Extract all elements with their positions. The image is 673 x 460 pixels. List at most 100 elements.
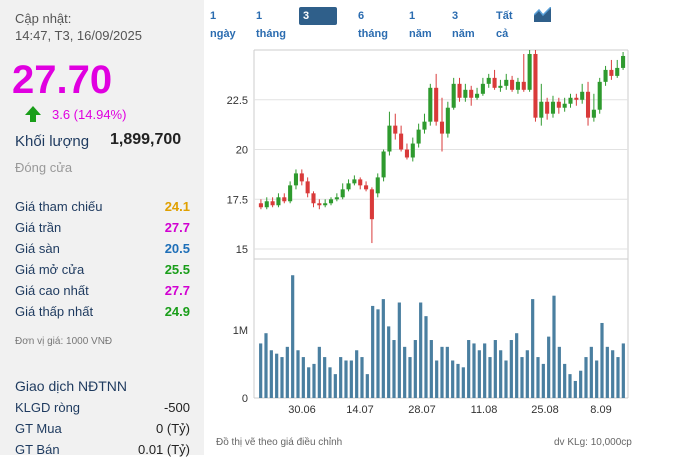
candle-body [550,101,556,114]
x-tick-label: 8.09 [590,404,611,416]
quote-panel: Cập nhật: 14:47, T3, 16/09/2025 27.70 3.… [0,0,204,457]
x-tick-label: 11.08 [471,404,498,416]
area-chart-icon[interactable] [534,7,551,22]
volume-bar [355,350,359,398]
stock-chart[interactable]: 15 17.5 20 22.5 0 1M 30.06 14.07 28.07 11.08 25.08… [204,30,673,430]
candle-body [556,101,561,108]
foreign-label: GT Mua [15,421,62,436]
candle-body [562,103,567,108]
candle-body [492,77,497,88]
volume-bar [595,360,599,398]
stat-label: Giá thấp nhất [15,304,94,319]
candle-body [463,89,468,98]
updated-time: 14:47, T3, 16/09/2025 [15,28,142,43]
volume-bar [333,374,337,398]
volume-bar [365,374,369,398]
candle-body [317,203,322,206]
volume-unit-note: dv KLg: 10,000cp [554,437,632,448]
volume-bar [520,357,524,398]
volume-bar [296,350,300,398]
candle-body [439,121,445,134]
arrow-up-icon [25,106,41,122]
tab-Tất-cả[interactable]: Tất cả [496,10,513,40]
volume-bar [552,295,556,398]
volume-bar [312,363,316,398]
stat-label: Giá sàn [15,241,60,256]
tab-1-ngày[interactable]: 1 ngày [210,10,236,40]
current-price: 27.70 [12,58,113,102]
volume-bar [573,380,577,398]
volume-bar [547,336,551,398]
volume-bar [445,346,449,398]
candle-body [580,91,585,100]
candle-body [293,173,299,186]
candle-body [510,79,515,90]
candle-body [358,179,363,186]
volume-bar [429,340,433,398]
stat-row: Giá tham chiếu 24.1 [15,199,190,217]
stat-value: 24.9 [164,304,190,319]
volume-bar [579,370,583,398]
candle-body [597,81,602,110]
candle-body [422,121,427,130]
candle-body [527,53,532,90]
volume-bar [301,357,305,398]
candle-body [334,197,339,200]
tab-3-năm[interactable]: 3 năm [452,10,475,40]
volume-bar [307,367,311,398]
tab-1-tháng[interactable]: 1 tháng [256,10,286,40]
stat-value: 27.7 [164,283,190,298]
tab-1-năm[interactable]: 1 năm [409,10,432,40]
candle-body [621,55,626,68]
candle-body [258,203,263,208]
volume-bar [451,360,455,398]
volume-bar [504,360,508,398]
tab-6-tháng[interactable]: 6 tháng [358,10,388,40]
foreign-label: GT Bán [15,442,60,457]
stat-row: Giá sàn 20.5 [15,241,190,259]
candle-body [369,189,374,220]
candle-body [475,93,480,98]
volume-bar [611,350,615,398]
volume-tick-label: 0 [242,393,248,405]
volume-bar [541,363,545,398]
volume-bar [280,357,284,398]
candle-body [591,109,596,118]
volume-bar [563,363,567,398]
volume-tick-label: 1M [233,325,248,337]
tab-3-tháng[interactable]: 3 tháng [299,7,337,40]
x-tick-label: 28.07 [408,404,436,416]
volume-bar [317,346,321,398]
candle-body [545,101,550,114]
volume-bar [408,357,412,398]
volume-bar [376,309,380,398]
volume-bar [536,357,540,398]
volume-bar [323,357,327,398]
unit-note: Đơn vị giá: 1000 VNĐ [15,336,113,347]
price-change: 3.6 (14.94%) [52,107,127,122]
candle-body [410,143,415,158]
candle-body [352,179,357,184]
candle-body [399,133,404,150]
volume-bar [392,340,396,398]
volume-bar [472,343,476,398]
volume-bar [557,346,561,398]
candle-body [609,69,614,76]
candle-body [428,87,433,122]
candle-body [299,173,304,182]
price-tick-label: 17.5 [227,194,248,206]
candle-body [603,69,608,82]
candle-body [486,77,491,84]
candle-body [393,125,398,134]
candle-body [276,197,281,206]
price-tick-label: 22.5 [227,95,248,107]
stat-row: Giá mở cửa 25.5 [15,262,190,280]
volume-bar [387,326,391,398]
candle-body [387,125,392,152]
candle-body [585,91,591,118]
volume-bar [621,343,625,398]
candle-body [364,185,369,190]
volume-bar [488,357,492,398]
volume-bar [328,367,332,398]
candle-body [521,81,526,90]
